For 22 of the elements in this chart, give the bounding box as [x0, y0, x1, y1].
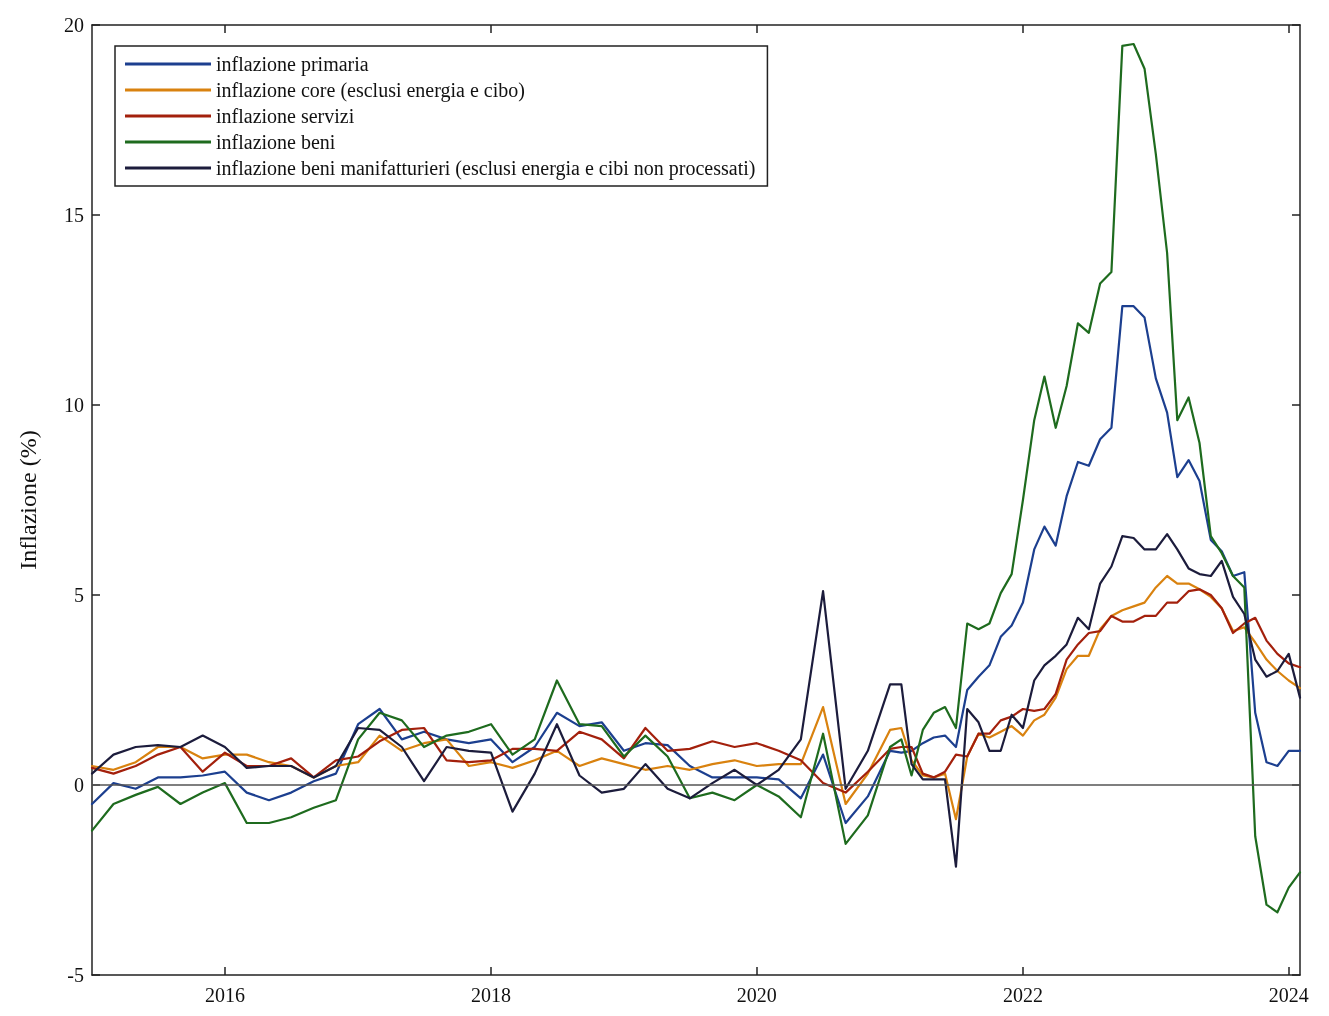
line-series — [90, 574, 1302, 821]
legend-label: inflazione core (esclusi energia e cibo) — [216, 79, 525, 102]
y-tick-label: -5 — [67, 964, 84, 986]
x-tick-label: 2018 — [471, 984, 512, 1006]
x-tick-label: 2020 — [736, 984, 777, 1006]
legend-label: inflazione servizi — [216, 105, 355, 127]
line-series — [90, 42, 1302, 914]
line-series — [90, 533, 1302, 868]
y-axis-title: Inflazione (%) — [15, 430, 41, 570]
y-tick-label: 0 — [74, 774, 84, 796]
line-series — [90, 305, 1302, 825]
x-tick-label: 2022 — [1002, 984, 1043, 1006]
line-series — [90, 588, 1302, 794]
y-tick-label: 5 — [74, 584, 84, 606]
x-tick-label: 2024 — [1268, 984, 1309, 1006]
legend-label: inflazione primaria — [216, 53, 369, 76]
y-tick-label: 20 — [64, 14, 84, 36]
y-tick-label: 10 — [64, 394, 84, 416]
legend-label: inflazione beni — [216, 131, 336, 153]
x-tick-label: 2016 — [204, 984, 245, 1006]
y-tick-label: 15 — [64, 204, 84, 226]
legend-label: inflazione beni manifatturieri (esclusi energia e cibi non processati) — [216, 157, 756, 180]
